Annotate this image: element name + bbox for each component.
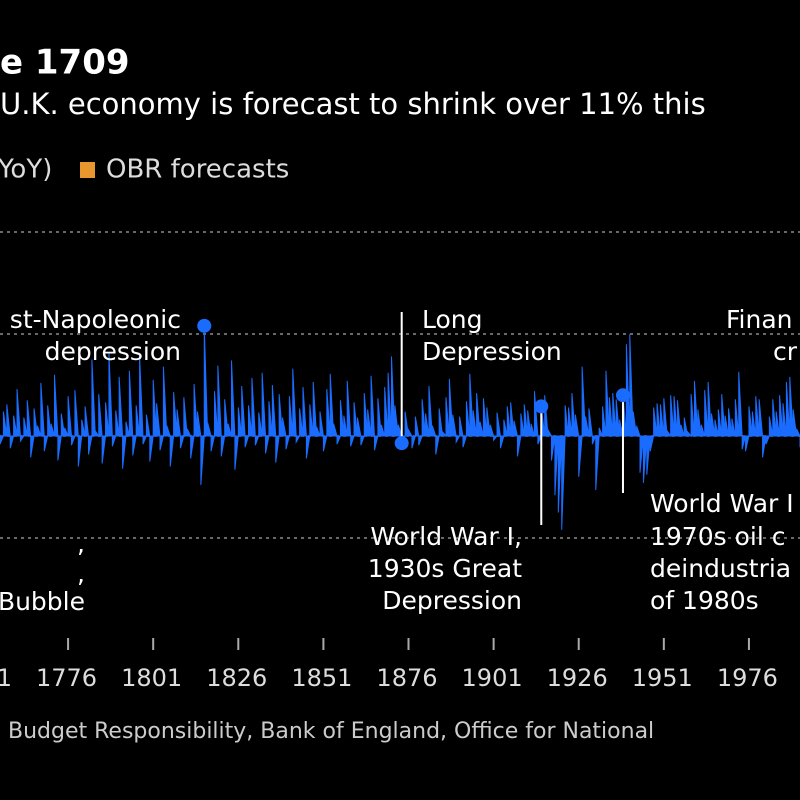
annotation-text: depression	[45, 337, 181, 366]
x-tick-label: 1976	[717, 664, 778, 692]
annotation-dot	[394, 436, 409, 451]
annotation-dot	[534, 399, 549, 414]
chart-subtitle: U.K. economy is forecast to shrink over …	[0, 87, 706, 121]
x-tick-label: 1826	[206, 664, 267, 692]
legend-label: OBR forecasts	[106, 155, 289, 185]
chart-title: e 1709	[0, 43, 130, 83]
x-tick-label: 1951	[632, 664, 693, 692]
annotation-text: Depression	[382, 586, 522, 615]
legend-swatch	[80, 162, 95, 178]
annotation-text: World War I,	[370, 522, 522, 551]
annotation-text: cr	[773, 337, 798, 366]
x-tick-label: 1926	[547, 664, 608, 692]
annotation-text: 1970s oil c	[650, 522, 785, 551]
x-tick-label: 1851	[291, 664, 352, 692]
annotation-text: Finan	[726, 305, 793, 334]
annotation-text: ,	[77, 529, 85, 558]
annotation-text: Depression	[422, 337, 562, 366]
annotation-text: st-Napoleonic	[10, 305, 181, 334]
annotation-dot	[197, 318, 212, 333]
x-tick-label: 1776	[36, 664, 97, 692]
annotation-text: Bubble	[0, 587, 85, 616]
annotation-text: World War I	[650, 489, 794, 518]
legend-label: YoY)	[0, 155, 52, 185]
area	[0, 325, 800, 530]
x-tick-label: 1801	[121, 664, 182, 692]
annotation-text: Long	[422, 305, 483, 334]
source: Budget Responsibility, Bank of England, …	[8, 719, 654, 744]
annotation-text: deindustria	[650, 554, 791, 583]
x-tick-label: 1901	[462, 664, 523, 692]
annotation-text: of 1980s	[650, 586, 759, 615]
annotation-dot	[615, 388, 630, 403]
annotation-text: 1930s Great	[368, 554, 522, 583]
x-tick-label: 1876	[376, 664, 437, 692]
annotation-text: ,	[77, 559, 85, 588]
x-tick-label: 1	[0, 664, 12, 692]
